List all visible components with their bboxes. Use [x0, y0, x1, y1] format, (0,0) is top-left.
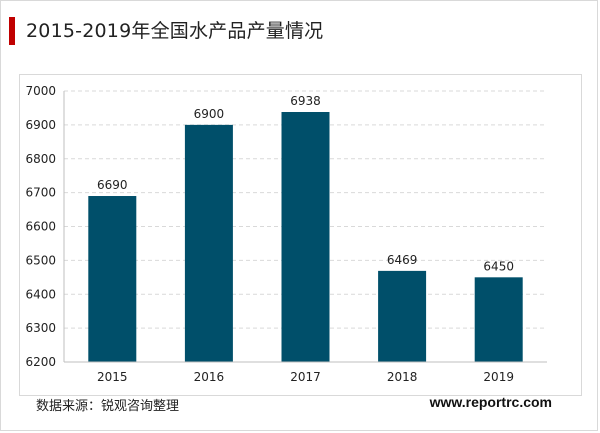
y-tick-label: 6800	[25, 152, 56, 166]
bar	[88, 196, 137, 362]
x-tick-label: 2017	[290, 370, 321, 384]
y-tick-label: 6400	[25, 287, 56, 301]
title-accent-bar	[9, 17, 15, 45]
source-note: 数据来源：锐观咨询整理	[36, 399, 180, 414]
data-label: 6690	[97, 178, 128, 192]
y-tick-label: 6300	[25, 321, 56, 335]
data-labels: 6690 6900 6938 6469 6450	[97, 94, 514, 273]
x-tick-label: 2019	[483, 370, 514, 384]
data-label: 6450	[483, 259, 514, 273]
data-label: 6469	[387, 253, 418, 267]
y-tick-label: 7000	[25, 84, 56, 98]
data-label: 6938	[290, 94, 321, 108]
y-tick-label: 6500	[25, 253, 56, 267]
bars	[88, 112, 523, 362]
y-axis-ticks: 6200 6300 6400 6500 6600 6700 6800 6900 7000	[25, 84, 56, 369]
y-tick-label: 6900	[25, 118, 56, 132]
y-tick-label: 6600	[25, 220, 56, 234]
x-tick-label: 2015	[97, 370, 128, 384]
bar	[281, 112, 330, 362]
bar	[378, 270, 427, 362]
plot-area-border	[19, 74, 582, 396]
x-axis-ticks: 2015 2016 2017 2018 2019	[97, 370, 514, 384]
bar	[184, 124, 233, 362]
x-tick-label: 2018	[387, 370, 418, 384]
bar	[474, 277, 523, 362]
data-label: 6900	[194, 107, 225, 121]
website-watermark: www.reportrc.com	[429, 394, 552, 410]
y-tick-label: 6200	[25, 355, 56, 369]
page-title: 2015-2019年全国水产品产量情况	[26, 20, 324, 42]
y-tick-label: 6700	[25, 186, 56, 200]
x-tick-label: 2016	[194, 370, 225, 384]
